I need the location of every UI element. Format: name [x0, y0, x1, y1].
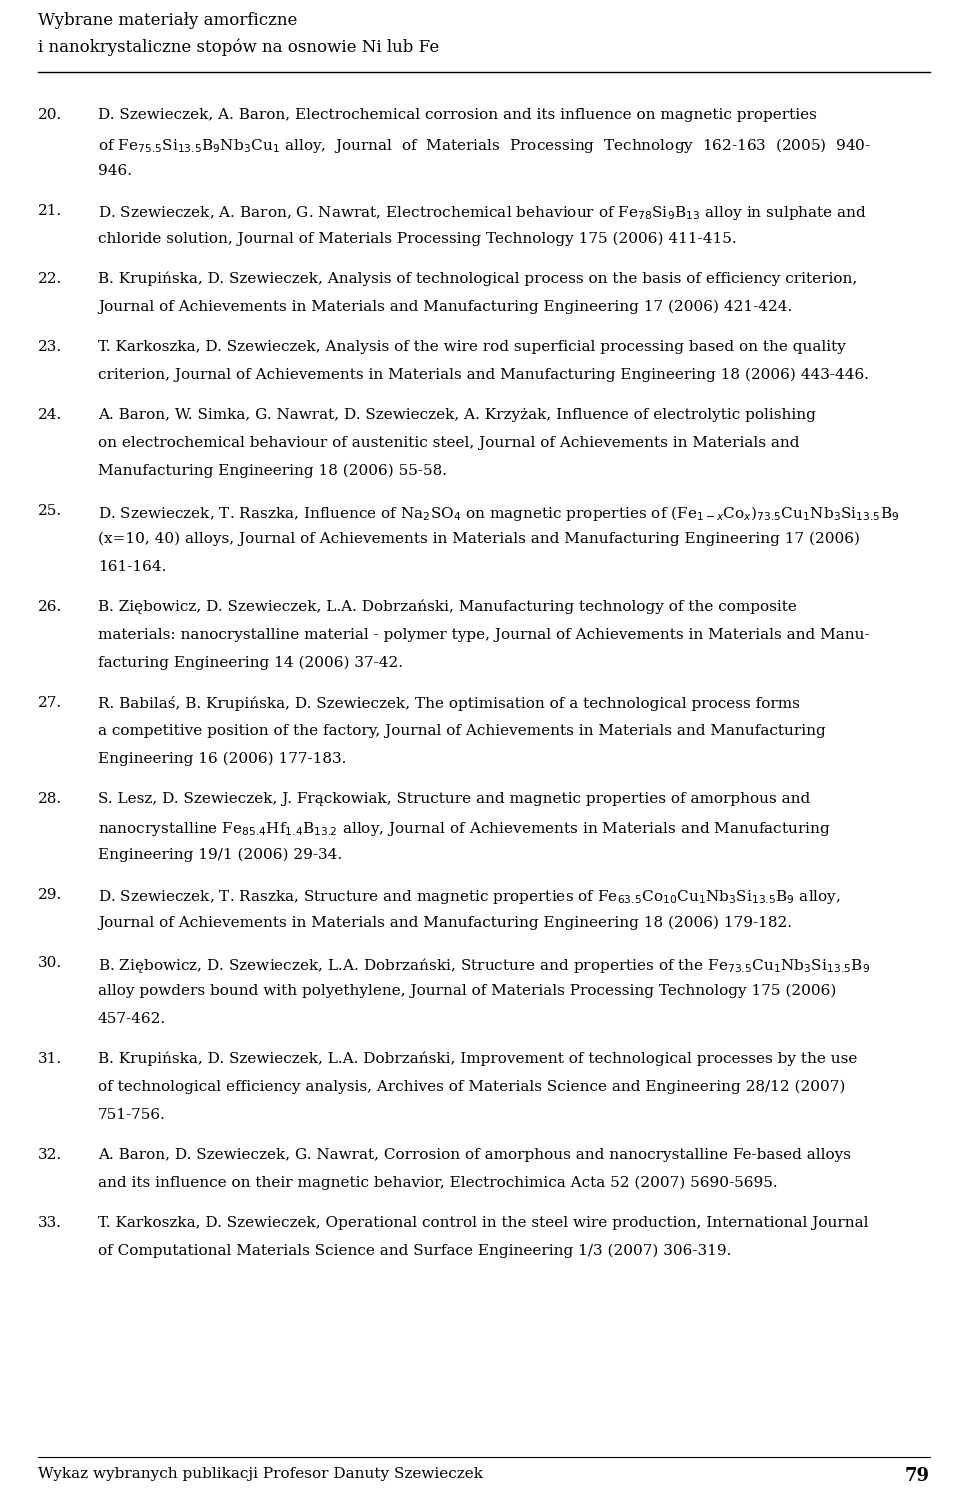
Text: Journal of Achievements in Materials and Manufacturing Engineering 17 (2006) 421: Journal of Achievements in Materials and…	[98, 300, 792, 314]
Text: 27.: 27.	[38, 695, 62, 710]
Text: B. Ziębowicz, D. Szewieczek, L.A. Dobrzański, Structure and properties of the Fe: B. Ziębowicz, D. Szewieczek, L.A. Dobrza…	[98, 955, 870, 975]
Text: D. Szewieczek, T. Raszka, Structure and magnetic properties of Fe$_{63.5}$Co$_{1: D. Szewieczek, T. Raszka, Structure and …	[98, 888, 841, 906]
Text: Wykaz wybranych publikacji Profesor Danuty Szewieczek: Wykaz wybranych publikacji Profesor Danu…	[38, 1467, 483, 1481]
Text: D. Szewieczek, A. Baron, Electrochemical corrosion and its influence on magnetic: D. Szewieczek, A. Baron, Electrochemical…	[98, 108, 817, 122]
Text: 79: 79	[905, 1467, 930, 1485]
Text: T. Karkoszka, D. Szewieczek, Analysis of the wire rod superficial processing bas: T. Karkoszka, D. Szewieczek, Analysis of…	[98, 339, 846, 354]
Text: 751-756.: 751-756.	[98, 1108, 166, 1122]
Text: of technological efficiency analysis, Archives of Materials Science and Engineer: of technological efficiency analysis, Ar…	[98, 1080, 846, 1095]
Text: 29.: 29.	[38, 888, 62, 903]
Text: a competitive position of the factory, Journal of Achievements in Materials and : a competitive position of the factory, J…	[98, 724, 826, 737]
Text: 20.: 20.	[38, 108, 62, 122]
Text: 28.: 28.	[38, 792, 62, 807]
Text: A. Baron, W. Simka, G. Nawrat, D. Szewieczek, A. Krzyżak, Influence of electroly: A. Baron, W. Simka, G. Nawrat, D. Szewie…	[98, 409, 816, 422]
Text: 26.: 26.	[38, 599, 62, 614]
Text: B. Ziębowicz, D. Szewieczek, L.A. Dobrzański, Manufacturing technology of the co: B. Ziębowicz, D. Szewieczek, L.A. Dobrza…	[98, 599, 797, 614]
Text: 161-164.: 161-164.	[98, 560, 166, 574]
Text: Journal of Achievements in Materials and Manufacturing Engineering 18 (2006) 179: Journal of Achievements in Materials and…	[98, 916, 792, 930]
Text: alloy powders bound with polyethylene, Journal of Materials Processing Technolog: alloy powders bound with polyethylene, J…	[98, 984, 836, 999]
Text: Engineering 16 (2006) 177-183.: Engineering 16 (2006) 177-183.	[98, 753, 347, 766]
Text: and its influence on their magnetic behavior, Electrochimica Acta 52 (2007) 5690: and its influence on their magnetic beha…	[98, 1176, 778, 1191]
Text: 23.: 23.	[38, 339, 62, 354]
Text: S. Lesz, D. Szewieczek, J. Frąckowiak, Structure and magnetic properties of amor: S. Lesz, D. Szewieczek, J. Frąckowiak, S…	[98, 792, 810, 807]
Text: of Computational Materials Science and Surface Engineering 1/3 (2007) 306-319.: of Computational Materials Science and S…	[98, 1244, 732, 1259]
Text: facturing Engineering 14 (2006) 37-42.: facturing Engineering 14 (2006) 37-42.	[98, 656, 403, 670]
Text: 25.: 25.	[38, 505, 62, 518]
Text: of Fe$_{75.5}$Si$_{13.5}$B$_9$Nb$_3$Cu$_1$ alloy,  Journal  of  Materials  Proce: of Fe$_{75.5}$Si$_{13.5}$B$_9$Nb$_3$Cu$_…	[98, 137, 871, 155]
Text: T. Karkoszka, D. Szewieczek, Operational control in the steel wire production, I: T. Karkoszka, D. Szewieczek, Operational…	[98, 1217, 869, 1230]
Text: Manufacturing Engineering 18 (2006) 55-58.: Manufacturing Engineering 18 (2006) 55-5…	[98, 464, 447, 479]
Text: 33.: 33.	[38, 1217, 62, 1230]
Text: B. Krupińska, D. Szewieczek, Analysis of technological process on the basis of e: B. Krupińska, D. Szewieczek, Analysis of…	[98, 272, 857, 287]
Text: 21.: 21.	[38, 204, 62, 218]
Text: B. Krupińska, D. Szewieczek, L.A. Dobrzański, Improvement of technological proce: B. Krupińska, D. Szewieczek, L.A. Dobrza…	[98, 1051, 857, 1066]
Text: 31.: 31.	[38, 1051, 62, 1066]
Text: D. Szewieczek, A. Baron, G. Nawrat, Electrochemical behaviour of Fe$_{78}$Si$_9$: D. Szewieczek, A. Baron, G. Nawrat, Elec…	[98, 204, 867, 222]
Text: 946.: 946.	[98, 164, 132, 179]
Text: i nanokrystaliczne stopów na osnowie Ni lub Fe: i nanokrystaliczne stopów na osnowie Ni …	[38, 38, 440, 56]
Text: chloride solution, Journal of Materials Processing Technology 175 (2006) 411-415: chloride solution, Journal of Materials …	[98, 231, 736, 246]
Text: on electrochemical behaviour of austenitic steel, Journal of Achievements in Mat: on electrochemical behaviour of austenit…	[98, 436, 800, 451]
Text: 24.: 24.	[38, 409, 62, 422]
Text: materials: nanocrystalline material - polymer type, Journal of Achievements in M: materials: nanocrystalline material - po…	[98, 628, 870, 641]
Text: 22.: 22.	[38, 272, 62, 285]
Text: Wybrane materiały amorficzne: Wybrane materiały amorficzne	[38, 12, 298, 29]
Text: Engineering 19/1 (2006) 29-34.: Engineering 19/1 (2006) 29-34.	[98, 849, 342, 862]
Text: D. Szewieczek, T. Raszka, Influence of Na$_2$SO$_4$ on magnetic properties of (F: D. Szewieczek, T. Raszka, Influence of N…	[98, 505, 900, 523]
Text: A. Baron, D. Szewieczek, G. Nawrat, Corrosion of amorphous and nanocrystalline F: A. Baron, D. Szewieczek, G. Nawrat, Corr…	[98, 1148, 851, 1163]
Text: nanocrystalline Fe$_{85.4}$Hf$_{1.4}$B$_{13.2}$ alloy, Journal of Achievements i: nanocrystalline Fe$_{85.4}$Hf$_{1.4}$B$_…	[98, 820, 830, 838]
Text: criterion, Journal of Achievements in Materials and Manufacturing Engineering 18: criterion, Journal of Achievements in Ma…	[98, 368, 869, 383]
Text: 30.: 30.	[38, 955, 62, 970]
Text: (x=10, 40) alloys, Journal of Achievements in Materials and Manufacturing Engine: (x=10, 40) alloys, Journal of Achievemen…	[98, 532, 860, 547]
Text: 457-462.: 457-462.	[98, 1012, 166, 1026]
Text: 32.: 32.	[38, 1148, 62, 1163]
Text: R. Babilaś, B. Krupińska, D. Szewieczek, The optimisation of a technological pro: R. Babilaś, B. Krupińska, D. Szewieczek,…	[98, 695, 800, 710]
